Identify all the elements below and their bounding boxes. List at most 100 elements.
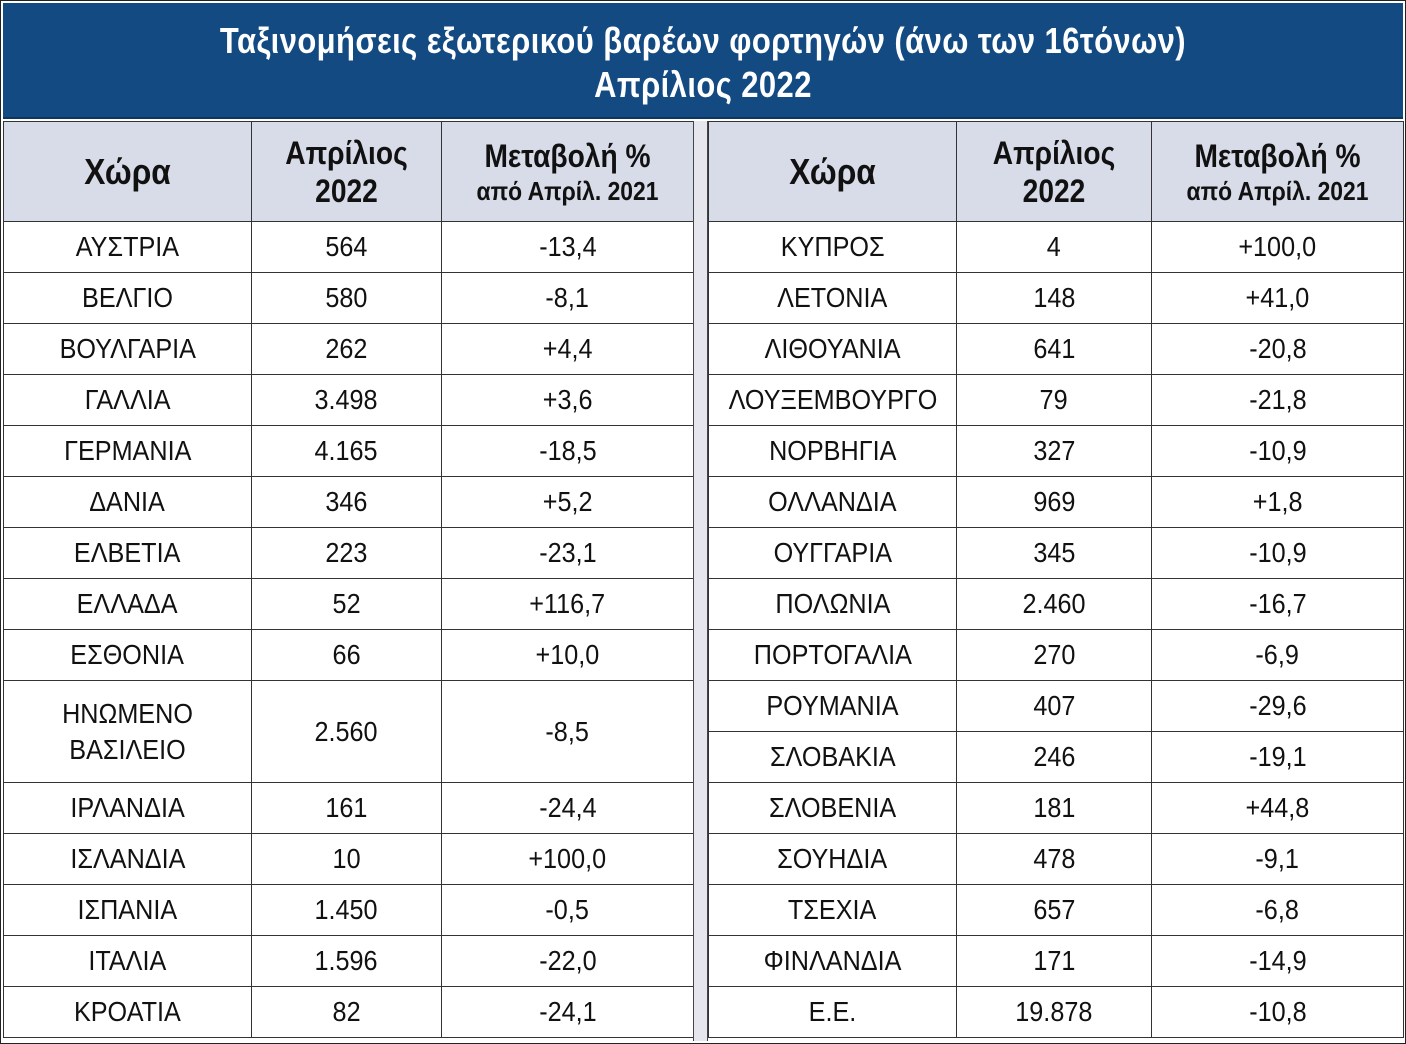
title-banner: Ταξινομήσεις εξωτερικού βαρέων φορτηγών … xyxy=(3,3,1403,119)
header-country: Χώρα xyxy=(3,121,252,222)
cell-country: ΟΛΛΑΝΔΙΑ xyxy=(708,476,957,528)
cell-value-text: 641 xyxy=(1032,333,1076,364)
cell-change-text: -16,7 xyxy=(1248,588,1307,619)
table-row: ΗΝΩΜΕΝΟ ΒΑΣΙΛΕΙΟ 2.560 -8,5 xyxy=(3,680,694,783)
header-row: Χώρα Απρίλιος 2022 Μεταβολή % από Απρίλ.… xyxy=(3,121,694,222)
cell-country: ΗΝΩΜΕΝΟ ΒΑΣΙΛΕΙΟ xyxy=(3,680,252,783)
cell-value: 246 xyxy=(956,731,1152,783)
cell-value: 657 xyxy=(956,884,1152,936)
cell-change-text: -8,1 xyxy=(545,282,590,313)
cell-country: ΛΟΥΞΕΜΒΟΥΡΓΟ xyxy=(708,374,957,426)
cell-value: 181 xyxy=(956,782,1152,834)
table-row: ΠΟΡΤΟΓΑΛΙΑ 270 -6,9 xyxy=(708,629,1404,681)
table-row: ΝΟΡΒΗΓΙΑ 327 -10,9 xyxy=(708,425,1404,477)
cell-value-text: 148 xyxy=(1032,282,1076,313)
cell-country: ΣΛΟΒΑΚΙΑ xyxy=(708,731,957,783)
cell-change-text: -6,8 xyxy=(1255,894,1300,925)
cell-value-text: 1.596 xyxy=(314,945,379,976)
cell-change-text: +44,8 xyxy=(1245,792,1310,823)
cell-value-text: 345 xyxy=(1032,537,1076,568)
cell-value: 346 xyxy=(251,476,442,528)
table-row: ΕΛΒΕΤΙΑ 223 -23,1 xyxy=(3,527,694,579)
cell-value-text: 1.450 xyxy=(314,894,379,925)
cell-change: -9,1 xyxy=(1151,833,1404,885)
cell-change: -13,4 xyxy=(441,221,694,273)
table-row: ΚΥΠΡΟΣ 4 +100,0 xyxy=(708,221,1404,273)
cell-country: ΒΟΥΛΓΑΡΙΑ xyxy=(3,323,252,375)
cell-country: ΔΑΝΙΑ xyxy=(3,476,252,528)
cell-country-text: ΝΟΡΒΗΓΙΑ xyxy=(768,435,897,466)
cell-value: 4 xyxy=(956,221,1152,273)
table-row: ΕΛΛΑΔΑ 52 +116,7 xyxy=(3,578,694,630)
cell-value: 564 xyxy=(251,221,442,273)
cell-value: 79 xyxy=(956,374,1152,426)
cell-value-text: 171 xyxy=(1032,945,1076,976)
cell-value-text: 346 xyxy=(325,486,368,517)
cell-country: ΠΟΛΩΝΙΑ xyxy=(708,578,957,630)
cell-change: -0,5 xyxy=(441,884,694,936)
cell-change-text: +10,0 xyxy=(535,639,600,670)
header-value: Απρίλιος 2022 xyxy=(956,121,1152,222)
header-country: Χώρα xyxy=(708,121,957,222)
cell-country: Ε.Ε. xyxy=(708,986,957,1038)
table-row: ΙΡΛΑΝΔΙΑ 161 -24,4 xyxy=(3,782,694,834)
cell-change: -24,1 xyxy=(441,986,694,1038)
cell-value: 66 xyxy=(251,629,442,681)
cell-change: -24,4 xyxy=(441,782,694,834)
cell-change-text: -8,5 xyxy=(545,715,590,747)
cell-country-text: ΒΕΛΓΙΟ xyxy=(82,282,173,313)
cell-change: -16,7 xyxy=(1151,578,1404,630)
table-row: ΒΟΥΛΓΑΡΙΑ 262 +4,4 xyxy=(3,323,694,375)
table-row: ΣΟΥΗΔΙΑ 478 -9,1 xyxy=(708,833,1404,885)
cell-country-text: ΕΣΘΟΝΙΑ xyxy=(70,639,185,670)
cell-change: -21,8 xyxy=(1151,374,1404,426)
cell-value-text: 4 xyxy=(1046,231,1062,262)
cell-value-text: 327 xyxy=(1032,435,1076,466)
cell-country-text: ΕΛΛΑΔΑ xyxy=(77,588,178,619)
cell-change: -18,5 xyxy=(441,425,694,477)
cell-change-text: +100,0 xyxy=(1238,231,1317,262)
cell-change-text: -0,5 xyxy=(545,894,590,925)
cell-value-text: 2.460 xyxy=(1022,588,1086,619)
cell-value: 3.498 xyxy=(251,374,442,426)
cell-change-text: -24,4 xyxy=(538,792,597,823)
cell-value-text: 580 xyxy=(325,282,368,313)
cell-value-text: 3.498 xyxy=(314,384,379,415)
cell-change: +100,0 xyxy=(1151,221,1404,273)
table-row: ΑΥΣΤΡΙΑ 564 -13,4 xyxy=(3,221,694,273)
cell-change: -22,0 xyxy=(441,935,694,987)
cell-country-text: ΑΥΣΤΡΙΑ xyxy=(75,231,180,262)
cell-value: 345 xyxy=(956,527,1152,579)
cell-country: ΙΤΑΛΙΑ xyxy=(3,935,252,987)
cell-change: -10,8 xyxy=(1151,986,1404,1038)
cell-country-text: ΠΟΛΩΝΙΑ xyxy=(774,588,891,619)
cell-country-text: ΠΟΡΤΟΓΑΛΙΑ xyxy=(753,639,912,670)
cell-country-text: ΟΥΓΓΑΡΙΑ xyxy=(773,537,892,568)
cell-value-text: 79 xyxy=(1039,384,1069,415)
table-row: ΟΛΛΑΝΔΙΑ 969 +1,8 xyxy=(708,476,1404,528)
cell-value-text: 2.560 xyxy=(314,715,379,747)
cell-value-text: 478 xyxy=(1032,843,1076,874)
cell-change-text: -29,6 xyxy=(1248,690,1307,721)
table-right: Χώρα Απρίλιος 2022 Μεταβολή % από Απρίλ.… xyxy=(708,121,1404,1038)
cell-country-text: ΙΡΛΑΝΔΙΑ xyxy=(70,792,185,823)
cell-change: +41,0 xyxy=(1151,272,1404,324)
cell-change-text: -21,8 xyxy=(1248,384,1307,415)
table-row: ΠΟΛΩΝΙΑ 2.460 -16,7 xyxy=(708,578,1404,630)
cell-value: 223 xyxy=(251,527,442,579)
table-row: ΛΙΘΟΥΑΝΙΑ 641 -20,8 xyxy=(708,323,1404,375)
cell-country-text: ΡΟΥΜΑΝΙΑ xyxy=(766,690,899,721)
table-row: ΟΥΓΓΑΡΙΑ 345 -10,9 xyxy=(708,527,1404,579)
cell-country: ΓΑΛΛΙΑ xyxy=(3,374,252,426)
cell-change: -20,8 xyxy=(1151,323,1404,375)
cell-change-text: -9,1 xyxy=(1255,843,1300,874)
cell-value-text: 270 xyxy=(1032,639,1076,670)
cell-change-text: -10,9 xyxy=(1248,537,1307,568)
cell-value: 969 xyxy=(956,476,1152,528)
cell-value-text: 66 xyxy=(332,639,361,670)
cell-country: ΝΟΡΒΗΓΙΑ xyxy=(708,425,957,477)
cell-change: -29,6 xyxy=(1151,680,1404,732)
cell-value: 478 xyxy=(956,833,1152,885)
header-change: Μεταβολή % από Απρίλ. 2021 xyxy=(441,121,694,222)
